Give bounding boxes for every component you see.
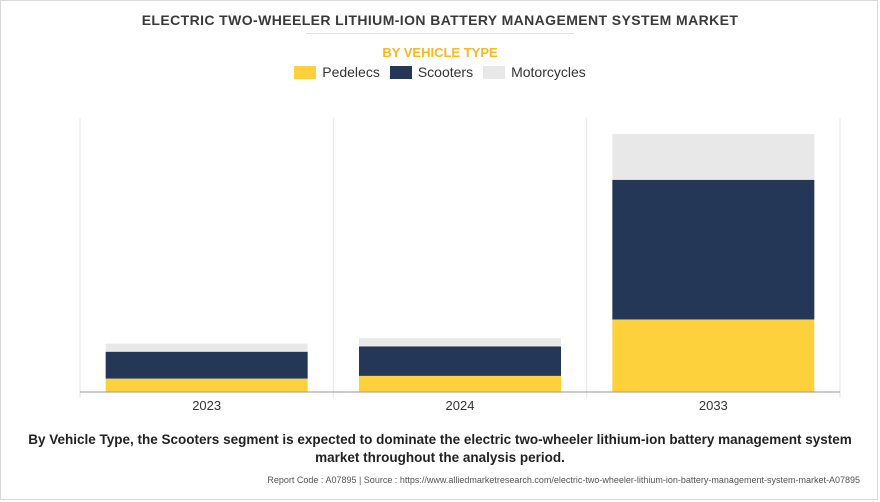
source-footer: Report Code : A07895 | Source : https://… (267, 475, 860, 485)
chart-caption: By Vehicle Type, the Scooters segment is… (28, 432, 852, 465)
title-divider (306, 33, 574, 34)
legend-label-scooters: Scooters (417, 64, 474, 80)
bar-scooters-2024 (359, 346, 561, 376)
legend-swatch-pedelecs (294, 65, 317, 79)
x-tick-label: 2023 (192, 398, 221, 413)
bar-pedelecs-2033 (612, 319, 815, 392)
bar-pedelecs-2023 (105, 378, 308, 392)
chart-title: ELECTRIC TWO-WHEELER LITHIUM-ION BATTERY… (141, 12, 739, 28)
bar-motorcycles-2024 (359, 338, 561, 347)
legend-swatch-scooters (389, 65, 412, 79)
bar-scooters-2023 (105, 351, 308, 379)
legend-item-motorcycles: Motorcycles (483, 64, 586, 80)
bar-chart: 2023 2024 2033 (79, 118, 841, 413)
legend: Pedelecs Scooters Motorcycles (0, 64, 880, 80)
chart-subtitle: BY VEHICLE TYPE (382, 45, 498, 60)
legend-item-pedelecs: Pedelecs (294, 64, 380, 80)
legend-label-motorcycles: Motorcycles (511, 64, 586, 80)
bar-motorcycles-2023 (105, 343, 308, 352)
bar-pedelecs-2024 (359, 375, 561, 392)
legend-item-scooters: Scooters (389, 64, 474, 80)
bar-scooters-2033 (612, 179, 815, 320)
x-tick-label: 2024 (446, 398, 475, 413)
x-tick-label: 2033 (699, 398, 728, 413)
legend-label-pedelecs: Pedelecs (322, 64, 380, 80)
bar-motorcycles-2033 (612, 134, 815, 180)
legend-swatch-motorcycles (483, 65, 506, 79)
